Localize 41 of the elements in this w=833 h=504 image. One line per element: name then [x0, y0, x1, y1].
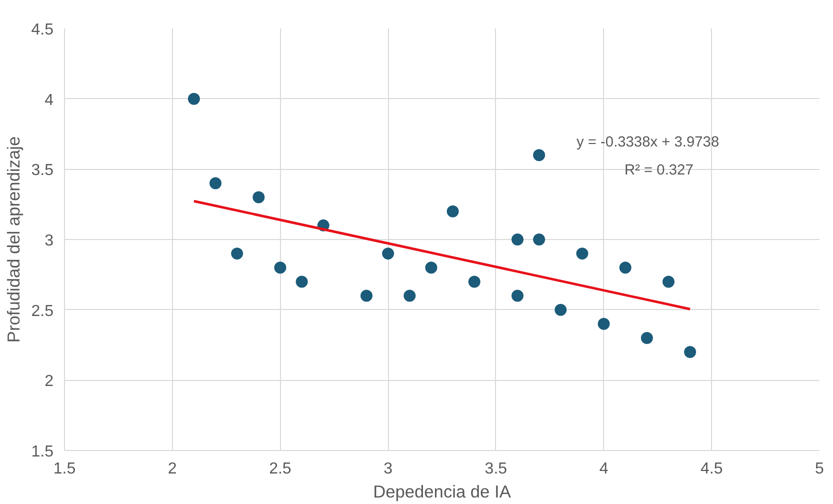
point	[382, 248, 394, 260]
x-tick-label: 5	[815, 460, 824, 478]
y-axis-title: Profudidad del aprendizaje	[3, 136, 24, 343]
point	[296, 276, 308, 288]
point	[512, 234, 524, 246]
point	[684, 346, 696, 358]
x-tick-label: 2.5	[269, 460, 292, 478]
annotation: R² = 0.327	[624, 162, 694, 178]
point	[512, 290, 524, 302]
y-tick-label: 2	[44, 373, 54, 390]
y-tick-label: 3.5	[31, 162, 54, 180]
y-tick-label: 1.5	[31, 444, 54, 460]
x-tick-label: 4	[599, 460, 608, 478]
x-tick-label: 3.5	[484, 460, 508, 478]
point	[404, 290, 416, 302]
point	[210, 177, 222, 190]
point	[533, 234, 546, 246]
point	[231, 248, 244, 260]
point	[446, 205, 459, 218]
y-tick-label: 4.5	[31, 22, 54, 38]
point	[360, 290, 372, 302]
point	[554, 304, 567, 316]
point	[619, 262, 632, 274]
point	[274, 262, 286, 274]
y-tick-label: 2.5	[31, 302, 54, 320]
x-tick-label: 2	[168, 460, 177, 478]
y-tick-label: 4	[44, 92, 54, 109]
x-tick-label: 4.5	[700, 460, 723, 478]
point	[252, 191, 265, 204]
point	[576, 248, 588, 260]
point	[188, 92, 200, 105]
point	[425, 262, 438, 274]
point	[662, 276, 674, 288]
annotation: y = -0.3338x + 3.9738	[576, 134, 720, 150]
x-axis-title: Depedencia de IA	[373, 482, 512, 502]
point	[468, 276, 480, 288]
x-tick-label: 3	[384, 460, 393, 478]
point	[533, 149, 546, 162]
point	[598, 318, 610, 330]
y-tick-label: 3	[44, 232, 54, 250]
point	[640, 332, 653, 344]
